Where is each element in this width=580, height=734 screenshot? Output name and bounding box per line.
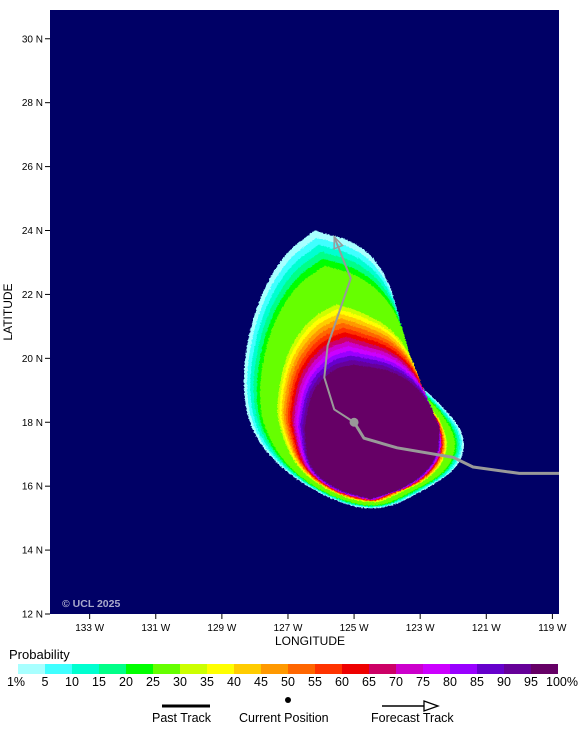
lat-tick-label: 14 N <box>22 546 43 557</box>
probability-swatch <box>180 664 207 674</box>
probability-swatch <box>99 664 126 674</box>
storm-tracks <box>323 235 559 475</box>
past-track-line <box>352 421 559 475</box>
probability-map: 133 W 131 W 129 W 127 W 125 W 123 W 121 W 119 W… <box>1 10 567 648</box>
current-position-label: Current Position <box>239 711 329 725</box>
probability-tick-label: 75 <box>416 675 430 689</box>
probability-tick-label: 90 <box>497 675 511 689</box>
lat-tick-label: 18 N <box>22 418 43 429</box>
legend-title: Probability <box>9 647 70 662</box>
ucl-watermark: © UCL 2025 <box>62 598 120 610</box>
probability-swatch <box>396 664 423 674</box>
probability-swatch <box>531 664 558 674</box>
probability-tick-label: 1% <box>6 675 26 689</box>
probability-swatch <box>207 664 234 674</box>
probability-tick-label: 50 <box>281 675 295 689</box>
lon-tick-label: 131 W <box>141 623 170 634</box>
probability-tick-label: 30 <box>173 675 187 689</box>
lat-tick-label: 26 N <box>22 162 43 173</box>
y-axis-title: LATITUDE <box>1 283 15 340</box>
lon-tick-label: 133 W <box>75 623 104 634</box>
lat-tick-label: 30 N <box>22 34 43 45</box>
probability-tick-label: 10 <box>65 675 79 689</box>
probability-swatch <box>423 664 450 674</box>
forecast-track-label: Forecast Track <box>371 711 454 725</box>
lat-tick-label: 12 N <box>22 610 43 621</box>
probability-tick-label: 15 <box>92 675 106 689</box>
probability-swatch <box>72 664 99 674</box>
lon-tick-label: 125 W <box>340 623 369 634</box>
probability-tick-label: 60 <box>335 675 349 689</box>
x-axis-title: LONGITUDE <box>275 634 345 648</box>
past-track-label: Past Track <box>152 711 212 725</box>
probability-swatch <box>18 664 45 674</box>
probability-swatch <box>504 664 531 674</box>
probability-tick-labels: 1% 5 10 15 20 25 30 35 40 45 50 55 60 65 70 75 80 85 90 95 1… <box>0 675 580 691</box>
probability-swatch <box>477 664 504 674</box>
lat-tick-label: 28 N <box>22 98 43 109</box>
probability-swatch <box>126 664 153 674</box>
probability-swatch <box>45 664 72 674</box>
probability-tick-label: 45 <box>254 675 268 689</box>
forecast-track-arrowhead <box>333 235 344 250</box>
lon-tick-label: 119 W <box>538 623 567 634</box>
probability-tick-label: 80 <box>443 675 457 689</box>
current-position-marker <box>349 417 359 427</box>
probability-tick-label: 100% <box>546 675 578 689</box>
probability-swatch <box>342 664 369 674</box>
lon-tick-label: 123 W <box>406 623 435 634</box>
lon-tick-label: 127 W <box>274 623 303 634</box>
track-legend: Past Track Current Position Forecast Tra… <box>0 696 580 730</box>
lat-tick-label: 16 N <box>22 482 43 493</box>
probability-tick-label: 40 <box>227 675 241 689</box>
axis-ticks: 133 W 131 W 129 W 127 W 125 W 123 W 121 W 119 W… <box>22 34 567 634</box>
probability-color-bar <box>18 664 558 674</box>
lat-tick-label: 22 N <box>22 290 43 301</box>
probability-swatch <box>153 664 180 674</box>
probability-tick-label: 95 <box>524 675 538 689</box>
probability-swatch <box>261 664 288 674</box>
probability-tick-label: 65 <box>362 675 376 689</box>
lat-tick-label: 24 N <box>22 226 43 237</box>
probability-tick-label: 70 <box>389 675 403 689</box>
forecast-track-line <box>323 236 355 424</box>
probability-contour <box>304 364 441 499</box>
probability-swatch <box>315 664 342 674</box>
probability-swatch <box>450 664 477 674</box>
lon-tick-label: 121 W <box>472 623 501 634</box>
probability-swatch <box>369 664 396 674</box>
lon-tick-label: 129 W <box>207 623 236 634</box>
lat-tick-label: 20 N <box>22 354 43 365</box>
probability-tick-label: 85 <box>470 675 484 689</box>
probability-tick-label: 20 <box>119 675 133 689</box>
probability-swath <box>243 230 464 509</box>
probability-tick-label: 25 <box>146 675 160 689</box>
probability-swatch <box>288 664 315 674</box>
probability-tick-label: 35 <box>200 675 214 689</box>
probability-tick-label: 55 <box>308 675 322 689</box>
current-position-swatch <box>285 697 291 703</box>
forecast-track-arrowhead <box>423 700 440 712</box>
probability-tick-label: 5 <box>41 675 49 689</box>
probability-swatch <box>234 664 261 674</box>
